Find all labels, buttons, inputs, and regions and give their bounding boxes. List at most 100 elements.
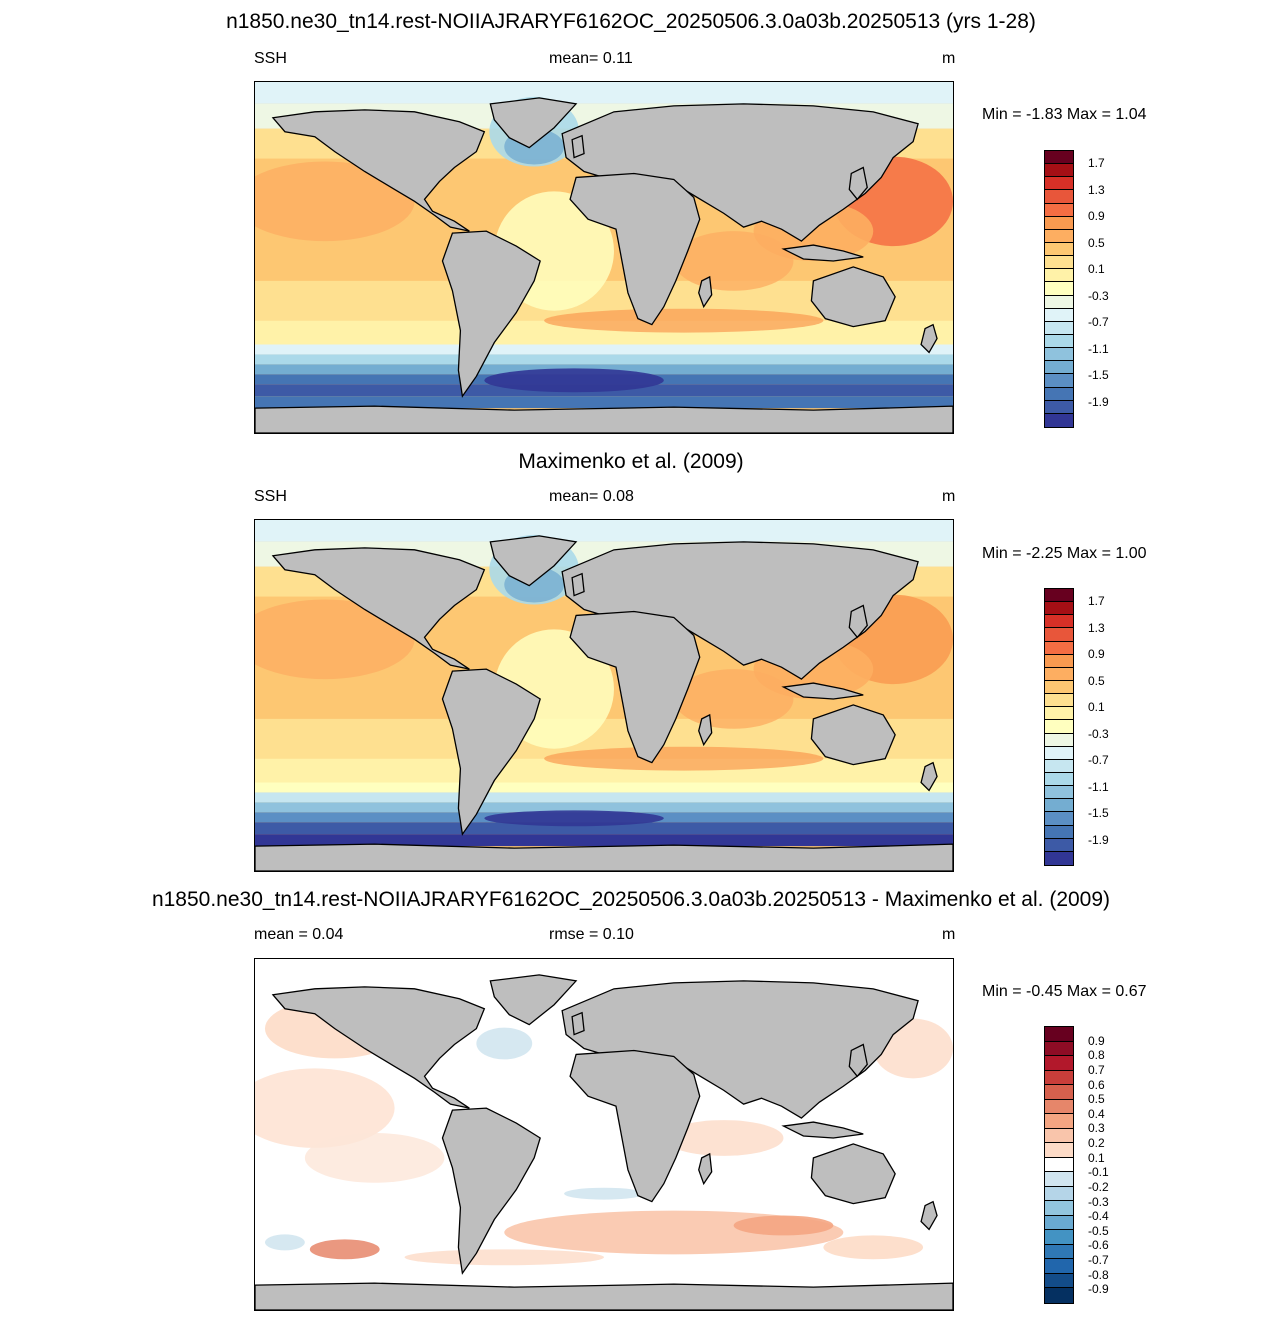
panel-3-title: n1850.ne30_tn14.rest-NOIIAJRARYF6162OC_2… (151, 888, 1111, 911)
panel-1-minmax: Min = -1.83 Max = 1.04 (982, 106, 1147, 123)
landmass-new-zealand (920, 761, 938, 792)
colorbar-swatch (1045, 1128, 1073, 1144)
colorbar-swatch (1045, 589, 1073, 603)
colorbar-swatch (1045, 242, 1073, 257)
colorbar-swatch (1045, 1273, 1073, 1289)
landmass-north-america (271, 109, 486, 232)
landmass-madagascar (698, 275, 713, 309)
colorbar-swatch (1045, 1288, 1073, 1303)
colorbar-swatch (1045, 216, 1073, 230)
panel-3-rmse-label: rmse = 0.10 (549, 926, 634, 943)
colorbar-swatch (1045, 282, 1073, 296)
colorbar-swatch (1045, 799, 1073, 813)
panel-2-mean-label: mean= 0.08 (549, 488, 634, 505)
panel-2-title: Maximenko et al. (2009) (518, 450, 744, 473)
world-map (255, 959, 953, 1310)
landmass-africa (569, 1049, 701, 1203)
colorbar-swatch (1045, 1157, 1073, 1173)
colorbar-swatch (1045, 321, 1073, 335)
colorbar-swatch (1045, 1215, 1073, 1231)
landmass-australia (810, 704, 896, 766)
colorbar-swatch (1045, 602, 1073, 616)
colorbar-swatch (1045, 1027, 1073, 1042)
colorbar-swatch (1045, 1114, 1073, 1129)
landmass-greenland (489, 535, 578, 587)
colorbar-tick-label: -0.3 (1088, 1194, 1109, 1209)
colorbar-swatch (1045, 786, 1073, 800)
colorbar-swatch (1045, 707, 1073, 721)
colorbar-tick-label: 0.9 (1088, 647, 1105, 662)
colorbar-swatch (1045, 838, 1073, 852)
colorbar-swatch (1045, 825, 1073, 839)
panel-3-units-label: m (942, 926, 956, 943)
colorbar-tick-label: -1.5 (1088, 368, 1109, 383)
landmass-japan (848, 604, 868, 639)
landmass-antarctica (255, 1282, 953, 1310)
colorbar-tick-label: 0.1 (1088, 700, 1105, 715)
colorbar-swatch (1045, 361, 1073, 375)
landmass-japan (848, 1043, 868, 1078)
panel-3-mean-label: mean = 0.04 (254, 926, 344, 943)
colorbar-swatch (1045, 164, 1073, 178)
panel-3-minmax: Min = -0.45 Max = 0.67 (982, 983, 1147, 1000)
panel-1-units-label: m (942, 50, 956, 67)
colorbar-swatch (1045, 334, 1073, 349)
panel-2-variable-label: SSH (254, 488, 287, 505)
panel-2-minmax: Min = -2.25 Max = 1.00 (982, 545, 1147, 562)
colorbar-swatch (1045, 1056, 1073, 1071)
colorbar-tick-label: 1.3 (1088, 182, 1105, 197)
colorbar-swatch (1045, 177, 1073, 191)
landmass-uk (571, 572, 585, 597)
colorbar-swatch (1045, 746, 1073, 760)
colorbar-swatch (1045, 733, 1073, 747)
landmass-north-america (271, 986, 486, 1109)
colorbar-tick-label: -1.5 (1088, 806, 1109, 821)
landmass-japan (848, 166, 868, 201)
landmass-indonesia (781, 244, 864, 262)
colorbar-swatch (1045, 387, 1073, 401)
colorbar-tick-label: 0.2 (1088, 1136, 1105, 1151)
colorbar-swatch (1045, 203, 1073, 217)
colorbar-swatch (1045, 851, 1073, 865)
colorbar-tick-label: 0.8 (1088, 1048, 1105, 1063)
colorbar-tick-label: -0.7 (1088, 753, 1109, 768)
colorbar-tick-label: 0.5 (1088, 1092, 1105, 1107)
landmass-new-zealand (920, 1200, 938, 1231)
colorbar-tick-label: 1.7 (1088, 156, 1105, 171)
landmass-madagascar (698, 713, 713, 747)
colorbar-swatch (1045, 295, 1073, 309)
colorbar-tick-label: 0.5 (1088, 235, 1105, 250)
colorbar-swatch (1045, 1201, 1073, 1216)
colorbar-tick-label: 0.1 (1088, 1150, 1105, 1165)
colorbar-swatch (1045, 615, 1073, 629)
landmass-greenland (489, 974, 578, 1026)
landmass-south-america (441, 1107, 541, 1275)
colorbar-tick-label: 0.9 (1088, 1033, 1105, 1048)
colorbar-swatch (1045, 759, 1073, 773)
colorbar-swatch (1045, 641, 1073, 655)
colorbar-swatch (1045, 667, 1073, 681)
colorbar-swatch (1045, 1143, 1073, 1158)
colorbar-swatch (1045, 413, 1073, 427)
colorbar-swatch (1045, 308, 1073, 322)
panel-2-units-label: m (942, 488, 956, 505)
colorbar-tick-label: 0.1 (1088, 262, 1105, 277)
colorbar-swatch (1045, 374, 1073, 388)
panel-1-mean-label: mean= 0.11 (549, 50, 633, 67)
colorbar-swatch (1045, 812, 1073, 826)
colorbar-tick-label: -0.8 (1088, 1267, 1109, 1282)
colorbar-tick-label: 0.9 (1088, 209, 1105, 224)
world-map (255, 520, 953, 871)
colorbar-tick-label: -0.5 (1088, 1223, 1109, 1238)
colorbar-swatch (1045, 720, 1073, 734)
colorbar-tick-label: 0.5 (1088, 673, 1105, 688)
colorbar-tick-label: -1.1 (1088, 341, 1109, 356)
landmass-south-america (441, 230, 541, 398)
colorbar-tick-label: -0.7 (1088, 315, 1109, 330)
panel-3-colorbar (1044, 1026, 1074, 1304)
colorbar-swatch (1045, 628, 1073, 642)
colorbar-swatch (1045, 190, 1073, 204)
colorbar-swatch (1045, 772, 1073, 787)
colorbar-swatch (1045, 400, 1073, 414)
panel-1-title: n1850.ne30_tn14.rest-NOIIAJRARYF6162OC_2… (226, 10, 1036, 33)
